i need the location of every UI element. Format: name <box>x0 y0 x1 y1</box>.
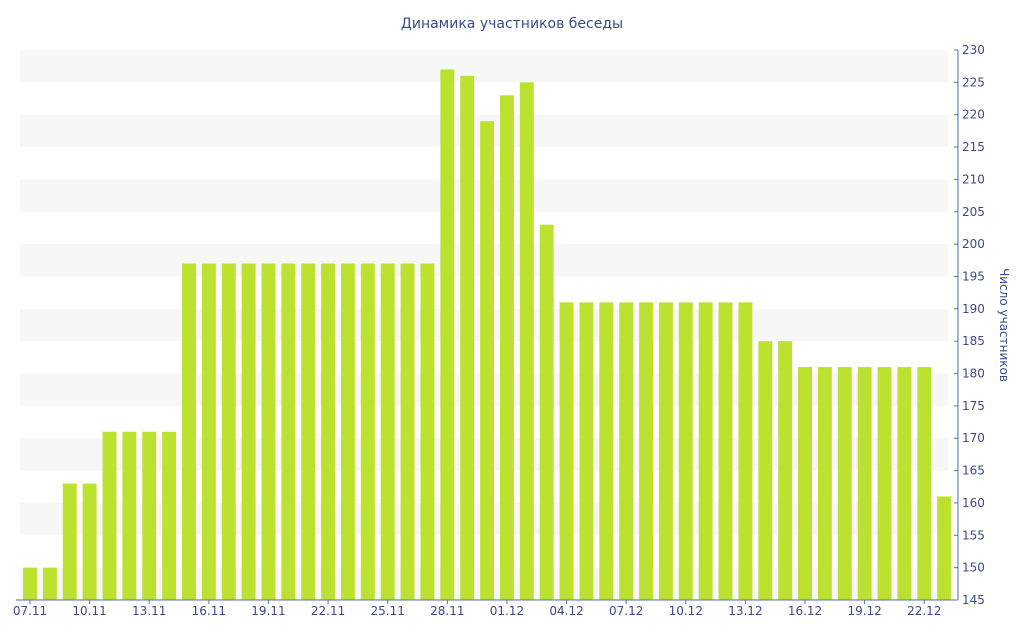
x-tick-label: 25.11 <box>371 604 405 618</box>
bar <box>122 431 137 600</box>
bar <box>420 263 435 600</box>
y-tick-label: 155 <box>962 528 985 542</box>
bar <box>639 302 653 600</box>
bar <box>201 263 216 600</box>
x-tick-label: 19.12 <box>847 604 881 618</box>
bar <box>460 75 475 601</box>
y-tick-label: 220 <box>962 108 985 122</box>
bar <box>798 367 812 600</box>
bar <box>678 302 693 600</box>
y-tick-label: 145 <box>962 593 985 607</box>
bar <box>241 263 256 600</box>
y-tick-label: 230 <box>962 43 985 57</box>
bar <box>341 263 355 600</box>
bar <box>380 263 395 600</box>
y-tick-label: 205 <box>962 205 985 219</box>
bar <box>162 431 177 600</box>
bar <box>142 431 157 600</box>
x-tick-label: 16.11 <box>192 604 226 618</box>
x-tick-label: 19.11 <box>251 604 285 618</box>
bar <box>658 302 673 600</box>
bar <box>23 567 37 600</box>
bar <box>619 302 634 600</box>
y-tick-label: 195 <box>962 269 985 283</box>
y-tick-label: 215 <box>962 140 985 154</box>
y-tick-label: 190 <box>962 302 985 316</box>
bar <box>599 302 614 600</box>
x-tick-label: 13.11 <box>132 604 166 618</box>
bar <box>758 341 773 600</box>
y-tick-label: 185 <box>962 334 985 348</box>
grid-band <box>20 50 948 83</box>
chart-title: Динамика участников беседы <box>401 16 623 32</box>
y-tick-label: 170 <box>962 431 985 445</box>
bar <box>321 263 336 600</box>
x-tick-label: 07.11 <box>13 604 47 618</box>
y-axis: 145 150 155 160 165 170 175 180 185 190 195 200 205 2… <box>954 43 985 607</box>
x-tick-label: 04.12 <box>549 604 583 618</box>
bar <box>738 302 753 600</box>
x-tick-label: 13.12 <box>728 604 762 618</box>
y-tick-label: 200 <box>962 237 985 251</box>
bar <box>698 302 713 600</box>
bar <box>857 367 872 600</box>
y-tick-label: 175 <box>962 399 985 413</box>
bar <box>897 367 912 600</box>
bar <box>817 367 832 600</box>
x-tick-label: 07.12 <box>609 604 643 618</box>
y-tick-label: 210 <box>962 172 985 186</box>
bar <box>519 82 534 600</box>
bar <box>480 121 495 601</box>
bar <box>559 302 574 600</box>
bar <box>539 224 554 601</box>
bar <box>62 483 77 600</box>
bar <box>718 302 733 600</box>
x-tick-label: 22.11 <box>311 604 345 618</box>
x-tick-label: 28.11 <box>430 604 464 618</box>
bars <box>23 69 952 601</box>
x-tick-label: 01.12 <box>490 604 524 618</box>
y-tick-label: 160 <box>962 496 985 510</box>
bar <box>917 367 932 600</box>
x-tick-label: 16.12 <box>788 604 822 618</box>
y-axis-label: Число участников <box>997 268 1011 382</box>
bar <box>182 263 196 600</box>
bar <box>440 69 455 601</box>
x-tick-label: 22.12 <box>907 604 941 618</box>
bar <box>281 263 296 600</box>
bar <box>360 263 375 600</box>
bar <box>301 263 316 600</box>
bar <box>221 263 236 600</box>
bar <box>102 431 117 600</box>
bar <box>877 367 892 600</box>
bar <box>42 567 57 600</box>
bar <box>499 95 514 600</box>
y-tick-label: 150 <box>962 561 985 575</box>
y-tick-label: 180 <box>962 367 985 381</box>
bar <box>579 302 594 600</box>
bar <box>778 341 793 600</box>
bar <box>837 367 852 600</box>
x-axis: 07.11 10.11 13.11 16.11 19.11 22.11 25.11 28.11… <box>13 599 958 618</box>
bar <box>261 263 276 600</box>
bar <box>82 483 97 600</box>
bar <box>400 263 415 600</box>
y-tick-label: 225 <box>962 75 985 89</box>
bar <box>937 496 952 600</box>
y-tick-label: 165 <box>962 464 985 478</box>
x-tick-label: 10.12 <box>669 604 703 618</box>
x-tick-label: 10.11 <box>72 604 106 618</box>
